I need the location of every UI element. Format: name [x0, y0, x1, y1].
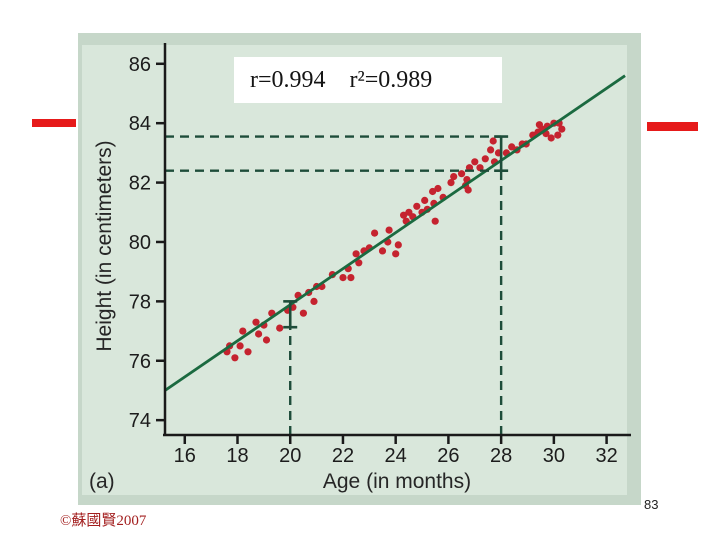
data-point [394, 241, 402, 249]
page-number: 83 [644, 497, 659, 512]
data-point [471, 158, 479, 166]
data-point [447, 179, 455, 187]
data-point [458, 170, 466, 178]
data-point [450, 173, 458, 181]
data-point [262, 336, 271, 344]
data-point [255, 330, 263, 338]
interval-beams [283, 135, 509, 329]
data-point [299, 309, 307, 317]
x-tick-label: 22 [332, 445, 354, 467]
left-red-dash [32, 119, 76, 127]
y-tick-label: 74 [129, 410, 151, 432]
data-point [489, 137, 497, 145]
data-point [276, 324, 284, 332]
regression-line [164, 74, 626, 392]
data-point [431, 217, 439, 225]
y-tick-label: 82 [129, 173, 151, 195]
data-point [547, 134, 555, 142]
data-point [554, 131, 562, 139]
data-point [421, 196, 429, 204]
data-point [434, 184, 442, 193]
data-point [236, 342, 244, 350]
right-red-dash [647, 122, 698, 131]
x-axis-title: Age (in months) [322, 470, 472, 493]
y-tick-label: 80 [129, 232, 151, 254]
data-point [239, 327, 247, 335]
data-point [355, 259, 363, 267]
x-tick-label: 26 [437, 445, 459, 467]
x-tick-label: 28 [490, 445, 512, 467]
data-point [244, 348, 252, 356]
data-point [371, 229, 379, 237]
data-point [464, 186, 472, 194]
copyright-text: ©蘇國賢2007 [60, 513, 147, 529]
data-point [378, 247, 387, 255]
data-point [231, 354, 239, 362]
data-point [347, 274, 355, 282]
y-tick-label: 76 [129, 351, 151, 373]
data-point [392, 250, 400, 258]
data-point [558, 125, 566, 133]
y-axis-title: Height (in centimeters) [93, 140, 116, 352]
x-tick-label: 16 [174, 445, 196, 467]
data-point [385, 226, 393, 234]
panel-label: (a) [89, 470, 115, 493]
x-tick-label: 18 [226, 445, 248, 467]
plot-area-background [82, 45, 627, 495]
data-point [413, 202, 421, 210]
data-point [352, 250, 360, 258]
y-tick-label: 78 [129, 291, 151, 313]
y-tick-label: 84 [129, 113, 151, 135]
data-point [508, 143, 516, 151]
x-tick-label: 20 [279, 445, 301, 467]
data-point [481, 155, 489, 163]
data-point [487, 146, 495, 154]
x-tick-label: 24 [385, 445, 407, 467]
chart-svg: 16 18 20 22 24 26 28 30 32 74 76 78 80 82 84 86 [129, 43, 631, 467]
data-point [429, 187, 437, 196]
correlation-annotation-box: r=0.994 r²=0.989 [234, 57, 502, 103]
data-point [400, 211, 408, 219]
y-tick-label: 86 [129, 54, 151, 76]
r-value-label: r=0.994 [250, 66, 326, 93]
data-point [252, 318, 260, 326]
x-tick-label: 32 [595, 445, 617, 467]
scatter-points [223, 119, 566, 362]
tick-labels: 16 18 20 22 24 26 28 30 32 74 76 78 80 82 84 86 [129, 54, 618, 467]
data-point [310, 297, 318, 305]
r-squared-value-label: r²=0.989 [349, 66, 433, 93]
x-tick-label: 30 [543, 445, 565, 467]
dashed-guides [165, 135, 503, 435]
scatterplot-figure: 16 18 20 22 24 26 28 30 32 74 76 78 80 82 84 86 r=0.994… [78, 33, 641, 505]
axes [156, 43, 631, 444]
data-point [339, 274, 347, 282]
